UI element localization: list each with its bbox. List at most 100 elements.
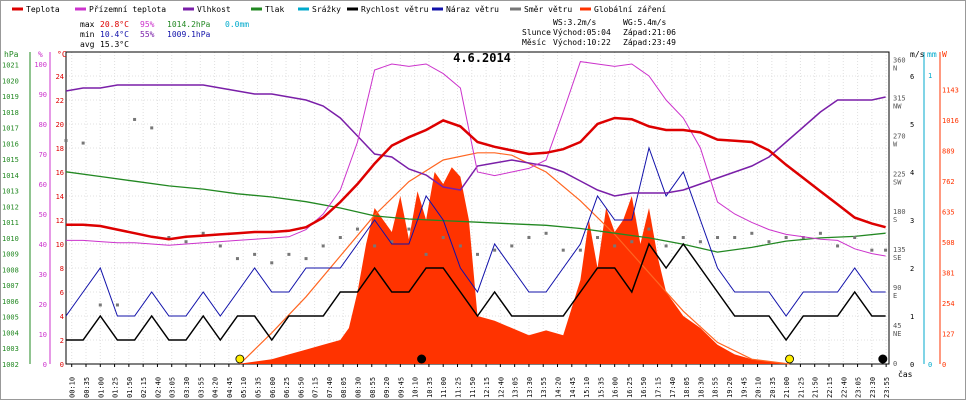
series-point-wind-direction	[664, 244, 668, 248]
tick-label-time: 15:35	[597, 377, 605, 398]
tick-label-compass: SW	[893, 178, 902, 186]
legend: Teplota Přízemní teplota Vlhkost Tlak Srážky…	[12, 5, 666, 14]
series-point-wind-direction	[64, 139, 68, 143]
series-point-wind-direction	[355, 227, 359, 231]
tick-label-time: 11:50	[469, 377, 477, 398]
tick-label-time: 03:05	[169, 377, 177, 398]
stats-value: 55%	[140, 30, 155, 39]
legend-label-hum: Vlhkost	[197, 5, 231, 14]
moonset-marker	[878, 354, 888, 364]
tick-label-time: 12:15	[483, 377, 491, 398]
tick-label-time: 07:40	[326, 377, 334, 398]
tick-label-time: 00:10	[69, 377, 77, 398]
tick-label-rain: 0	[928, 361, 932, 369]
moonrise-marker	[417, 354, 427, 364]
legend-label-solar: Globální záření	[594, 5, 666, 14]
tick-label-solar: 1016	[942, 117, 959, 125]
tick-label-time: 14:20	[555, 377, 563, 398]
tick-label-time: 13:55	[540, 377, 548, 398]
tick-label-hpa: 1017	[2, 125, 19, 133]
series-point-wind-direction	[390, 240, 394, 244]
tick-label-hpa: 1021	[2, 62, 19, 70]
tick-label-direction: 270	[893, 132, 906, 140]
tick-label-solar: 1143	[942, 87, 959, 95]
series-point-wind-direction	[596, 236, 600, 240]
tick-label-direction: 0	[893, 360, 897, 368]
axis-label-humidity: %	[38, 50, 43, 59]
stats-value: 10.4°C	[100, 30, 129, 39]
tick-label-time: 08:30	[354, 377, 362, 398]
tick-label-time: 11:25	[454, 377, 462, 398]
sun-moon-text: Měsíc	[522, 38, 546, 47]
series-point-wind-direction	[870, 248, 874, 252]
tick-label-hpa: 1018	[2, 109, 19, 117]
tick-label-hpa: 1010	[2, 235, 19, 243]
tick-label-time: 01:00	[97, 377, 105, 398]
legend-label-press: Tlak	[265, 5, 284, 14]
tick-label-time: 17:15	[655, 377, 663, 398]
series-point-wind-direction	[115, 303, 119, 307]
tick-label-compass: NW	[893, 102, 902, 110]
tick-label-time: 03:55	[197, 377, 205, 398]
series-point-wind-direction	[527, 236, 531, 240]
tick-label-hpa: 1012	[2, 203, 19, 211]
tick-label-temp: 10	[56, 241, 64, 249]
tick-label-time: 10:10	[412, 377, 420, 398]
tick-label-hpa: 1011	[2, 219, 19, 227]
series-point-wind-direction	[647, 227, 651, 231]
tick-label-humidity: 70	[39, 151, 47, 159]
tick-label-hpa: 1006	[2, 298, 19, 306]
series-point-wind-direction	[287, 252, 291, 256]
tick-label-time: 19:45	[740, 377, 748, 398]
series-point-wind-direction	[578, 248, 582, 252]
series-line-humidity	[65, 84, 886, 197]
tick-label-humidity: 60	[39, 181, 47, 189]
series-point-wind-direction	[836, 244, 840, 248]
tick-label-time: 17:40	[669, 377, 677, 398]
tick-label-hpa: 1016	[2, 140, 19, 148]
tick-label-wind: 0	[910, 361, 914, 369]
tick-label-time: 14:45	[569, 377, 577, 398]
series-point-wind-direction	[424, 252, 428, 256]
series-point-wind-direction	[235, 257, 239, 261]
series-point-wind-direction	[98, 303, 102, 307]
tick-label-hpa: 1015	[2, 156, 19, 164]
tick-label-compass: S	[893, 216, 897, 224]
series-point-wind-direction	[698, 240, 702, 244]
stats-value: 15.3°C	[100, 40, 129, 49]
tick-label-humidity: 80	[39, 121, 47, 129]
legend-label-gust: Náraz větru	[446, 5, 499, 14]
tick-label-time: 22:15	[826, 377, 834, 398]
series-line-clear-sky	[239, 152, 790, 365]
tick-label-time: 07:15	[312, 377, 320, 398]
series-point-wind-direction	[493, 248, 497, 252]
tick-label-solar: 508	[942, 239, 955, 247]
tick-label-compass: N	[893, 64, 897, 72]
sunset-marker	[785, 354, 794, 364]
tick-label-wind: 2	[910, 265, 914, 273]
tick-label-compass: NE	[893, 330, 901, 338]
tick-label-temp: 18	[56, 145, 64, 153]
tick-label-time: 13:05	[512, 377, 520, 398]
stats-value: min	[80, 30, 95, 39]
sun-moon-text: Západ:23:49	[623, 38, 676, 47]
tick-label-time: 22:40	[840, 377, 848, 398]
tick-label-time: 01:25	[112, 377, 120, 398]
tick-label-time: 08:55	[369, 377, 377, 398]
axes: hPa% °C1002100310041005100610071008100910…	[2, 50, 959, 398]
sun-moon-text: WG:5.4m/s	[623, 18, 667, 27]
series-point-wind-direction	[818, 231, 822, 235]
tick-label-time: 20:10	[755, 377, 763, 398]
series-point-wind-direction	[884, 248, 888, 252]
series-point-wind-direction	[510, 244, 514, 248]
series-point-wind-direction	[218, 244, 222, 248]
legend-label-wind: Rychlost větru	[361, 5, 429, 14]
tick-label-time: 19:20	[726, 377, 734, 398]
tick-label-solar: 0	[942, 361, 946, 369]
tick-label-humidity: 20	[39, 301, 47, 309]
tick-label-time: 06:50	[297, 377, 305, 398]
stats-value: 0.0mm	[225, 20, 249, 29]
tick-label-hpa: 1005	[2, 314, 19, 322]
tick-label-time: 06:00	[269, 377, 277, 398]
tick-label-solar: 635	[942, 209, 955, 217]
